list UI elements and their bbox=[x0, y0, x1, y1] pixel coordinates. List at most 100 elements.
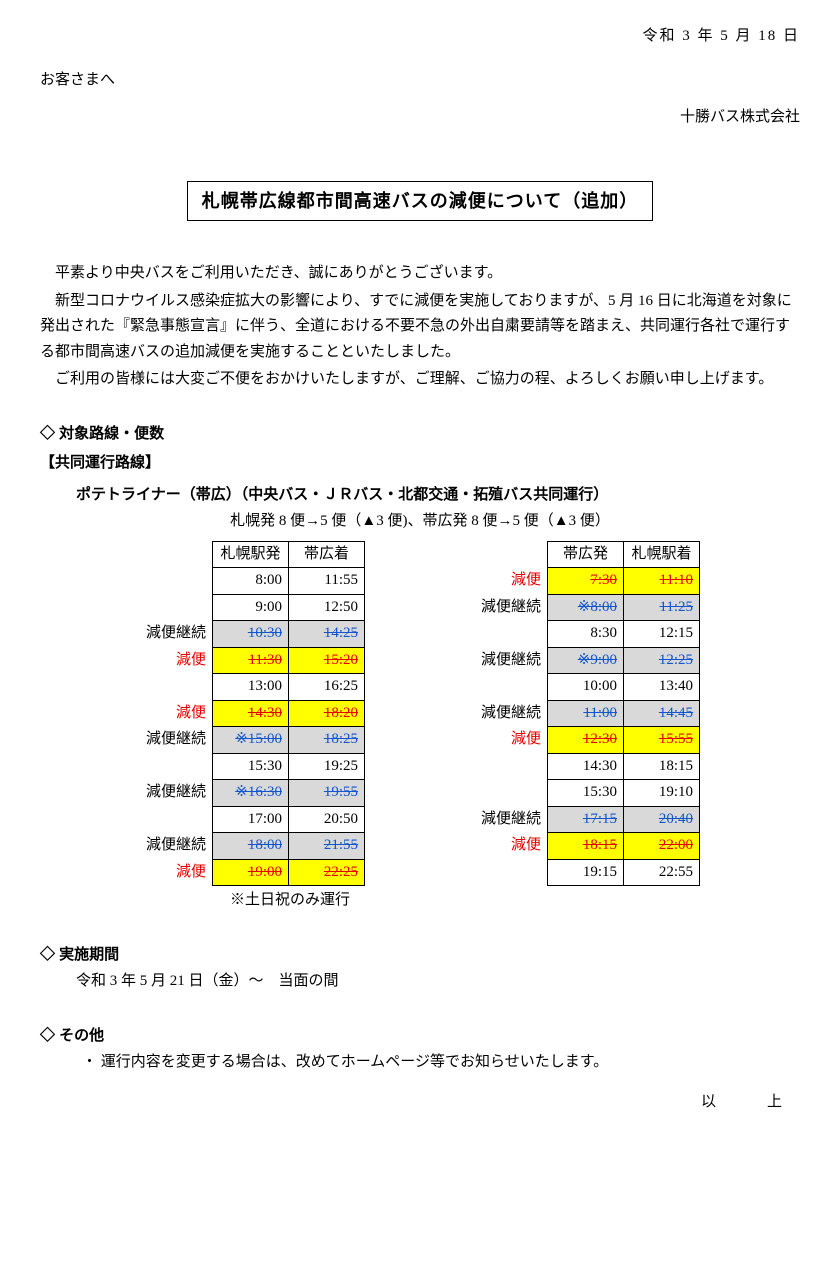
row-status-label: 減便 bbox=[475, 568, 548, 595]
arrival-time: 22:25 bbox=[289, 859, 365, 886]
departure-time: 8:30 bbox=[548, 621, 624, 648]
row-status-label: 減便 bbox=[140, 859, 213, 886]
row-status-label bbox=[475, 621, 548, 648]
arrival-time: 15:20 bbox=[289, 647, 365, 674]
table-row: 9:0012:50 bbox=[140, 594, 365, 621]
arrival-time: 14:45 bbox=[624, 700, 700, 727]
table-row: 減便18:1522:00 bbox=[475, 833, 700, 860]
section-sub-joint: 【共同運行路線】 bbox=[40, 450, 800, 476]
row-status-label: 減便継続 bbox=[475, 647, 548, 674]
row-status-label: 減便 bbox=[475, 833, 548, 860]
row-status-label: 減便 bbox=[140, 647, 213, 674]
arrival-time: 18:20 bbox=[289, 700, 365, 727]
arrival-time: 16:25 bbox=[289, 674, 365, 701]
arrival-time: 15:55 bbox=[624, 727, 700, 754]
row-status-label bbox=[475, 780, 548, 807]
departure-time: 15:30 bbox=[548, 780, 624, 807]
body-paragraph: 平素より中央バスをご利用いただき、誠にありがとうございます。 bbox=[40, 261, 800, 287]
table-row: 減便継続※15:0018:25 bbox=[140, 727, 365, 754]
table-row: 減便継続17:1520:40 bbox=[475, 806, 700, 833]
row-status-label: 減便継続 bbox=[475, 700, 548, 727]
section-head-other: ◇ その他 bbox=[40, 1023, 800, 1049]
table-row: 8:3012:15 bbox=[475, 621, 700, 648]
row-status-label: 減便 bbox=[140, 700, 213, 727]
table-row: 15:3019:10 bbox=[475, 780, 700, 807]
arrival-time: 19:10 bbox=[624, 780, 700, 807]
table-row: 減便継続※8:0011:25 bbox=[475, 594, 700, 621]
row-status-label: 減便継続 bbox=[475, 594, 548, 621]
table-row: 減便継続11:0014:45 bbox=[475, 700, 700, 727]
departure-time: 18:00 bbox=[213, 833, 289, 860]
route-summary: 札幌発 8 便→5 便（▲3 便)、帯広発 8 便→5 便（▲3 便） bbox=[40, 509, 800, 535]
section-head-routes: ◇ 対象路線・便数 bbox=[40, 421, 800, 447]
table-row: 19:1522:55 bbox=[475, 859, 700, 886]
arrival-time: 13:40 bbox=[624, 674, 700, 701]
row-status-label bbox=[140, 806, 213, 833]
right-table-block: 帯広発 札幌駅着 減便7:3011:10減便継続※8:0011:258:3012… bbox=[475, 541, 700, 887]
row-status-label bbox=[475, 753, 548, 780]
table-row: 減便継続18:0021:55 bbox=[140, 833, 365, 860]
body-text: 平素より中央バスをご利用いただき、誠にありがとうございます。 新型コロナウイルス… bbox=[40, 261, 800, 393]
departure-time: 19:00 bbox=[213, 859, 289, 886]
table-row: 減便12:3015:55 bbox=[475, 727, 700, 754]
table-row: 減便継続10:3014:25 bbox=[140, 621, 365, 648]
arrival-time: 22:55 bbox=[624, 859, 700, 886]
section-head-period: ◇ 実施期間 bbox=[40, 942, 800, 968]
company-name: 十勝バス株式会社 bbox=[40, 105, 800, 131]
departure-time: ※9:00 bbox=[548, 647, 624, 674]
arrival-time: 14:25 bbox=[289, 621, 365, 648]
departure-time: 19:15 bbox=[548, 859, 624, 886]
table-row: 14:3018:15 bbox=[475, 753, 700, 780]
arrival-time: 12:15 bbox=[624, 621, 700, 648]
arrival-time: 11:10 bbox=[624, 568, 700, 595]
departure-time: 12:30 bbox=[548, 727, 624, 754]
row-status-label bbox=[140, 568, 213, 595]
arrival-time: 21:55 bbox=[289, 833, 365, 860]
departure-time: 7:30 bbox=[548, 568, 624, 595]
table-row: 8:0011:55 bbox=[140, 568, 365, 595]
row-status-label bbox=[140, 594, 213, 621]
table-row: 減便19:0022:25 bbox=[140, 859, 365, 886]
departure-time: 14:30 bbox=[213, 700, 289, 727]
table-row: 10:0013:40 bbox=[475, 674, 700, 701]
row-status-label: 減便継続 bbox=[140, 727, 213, 754]
departure-time: ※15:00 bbox=[213, 727, 289, 754]
table-row: 17:0020:50 bbox=[140, 806, 365, 833]
col-header: 札幌駅着 bbox=[624, 541, 700, 568]
timetable-obihiro-departure: 帯広発 札幌駅着 減便7:3011:10減便継続※8:0011:258:3012… bbox=[475, 541, 700, 887]
col-header: 帯広着 bbox=[289, 541, 365, 568]
departure-time: 17:00 bbox=[213, 806, 289, 833]
row-status-label bbox=[140, 753, 213, 780]
route-name: ポテトライナー（帯広）（中央バス・ＪＲバス・北都交通・拓殖バス共同運行） bbox=[76, 482, 800, 508]
arrival-time: 19:25 bbox=[289, 753, 365, 780]
table-row: 13:0016:25 bbox=[140, 674, 365, 701]
departure-time: 18:15 bbox=[548, 833, 624, 860]
addressee: お客さまへ bbox=[40, 68, 800, 94]
body-paragraph: ご利用の皆様には大変ご不便をおかけいたしますが、ご理解、ご協力の程、よろしくお願… bbox=[40, 367, 800, 393]
table-footnote: ※土日祝のみ運行 bbox=[230, 888, 365, 914]
table-row: 減便継続※9:0012:25 bbox=[475, 647, 700, 674]
row-status-label bbox=[475, 674, 548, 701]
table-row: 減便7:3011:10 bbox=[475, 568, 700, 595]
arrival-time: 18:25 bbox=[289, 727, 365, 754]
arrival-time: 20:50 bbox=[289, 806, 365, 833]
row-status-label: 減便継続 bbox=[140, 833, 213, 860]
departure-time: ※16:30 bbox=[213, 780, 289, 807]
table-row: 減便継続※16:3019:55 bbox=[140, 780, 365, 807]
closing-mark: 以 上 bbox=[40, 1090, 800, 1116]
document-title: 札幌帯広線都市間高速バスの減便について（追加） bbox=[187, 181, 653, 222]
table-row: 15:3019:25 bbox=[140, 753, 365, 780]
row-status-label: 減便継続 bbox=[475, 806, 548, 833]
departure-time: 10:30 bbox=[213, 621, 289, 648]
arrival-time: 11:55 bbox=[289, 568, 365, 595]
other-bullet: ・ 運行内容を変更する場合は、改めてホームページ等でお知らせいたします。 bbox=[100, 1050, 800, 1076]
departure-time: 13:00 bbox=[213, 674, 289, 701]
arrival-time: 18:15 bbox=[624, 753, 700, 780]
timetables-container: 札幌駅発 帯広着 8:0011:559:0012:50減便継続10:3014:2… bbox=[40, 541, 800, 914]
row-status-label bbox=[140, 674, 213, 701]
period-text: 令和 3 年 5 月 21 日（金）～ 当面の間 bbox=[76, 969, 800, 995]
arrival-time: 11:25 bbox=[624, 594, 700, 621]
col-header: 札幌駅発 bbox=[213, 541, 289, 568]
row-status-label: 減便 bbox=[475, 727, 548, 754]
departure-time: 8:00 bbox=[213, 568, 289, 595]
